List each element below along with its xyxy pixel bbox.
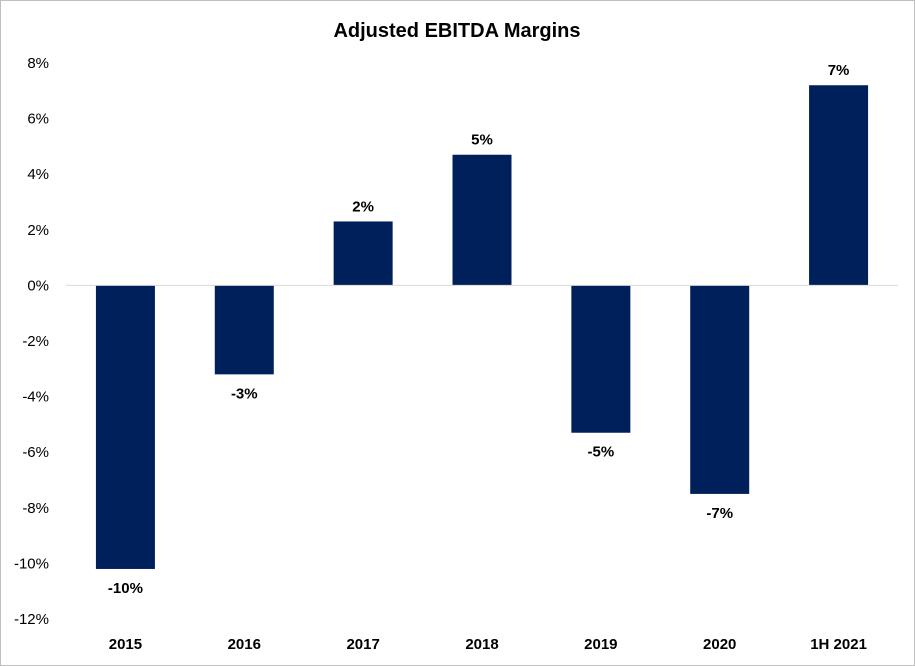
bar	[690, 285, 750, 494]
x-tick-label: 2015	[109, 636, 142, 653]
data-label: -10%	[108, 580, 143, 597]
x-tick-label: 2017	[346, 636, 379, 653]
y-tick-label: -2%	[22, 333, 49, 350]
y-tick-label: 2%	[27, 222, 49, 239]
y-tick-label: -8%	[22, 500, 49, 517]
y-tick-label: 6%	[27, 111, 49, 128]
data-label: 2%	[352, 198, 374, 215]
x-axis-ticks: 2015 2016 2017 2018 2019 2020 1H 2021	[109, 636, 867, 653]
x-tick-label: 2019	[584, 636, 617, 653]
bar	[214, 285, 274, 375]
x-tick-label: 1H 2021	[810, 636, 867, 653]
data-label: -5%	[588, 444, 615, 461]
bar	[95, 285, 155, 569]
bar	[452, 154, 512, 286]
y-tick-label: 4%	[27, 166, 49, 183]
y-tick-label: 8%	[27, 55, 49, 72]
y-tick-label: -10%	[14, 555, 49, 572]
y-axis-ticks: 8% 6% 4% 2% 0% -2% -4% -6% -8% -10% -12%	[14, 55, 49, 628]
y-tick-label: 0%	[27, 277, 49, 294]
x-tick-label: 2018	[465, 636, 498, 653]
x-tick-label: 2020	[703, 636, 736, 653]
bars	[95, 85, 869, 569]
bar	[571, 285, 631, 433]
data-label: 5%	[471, 132, 493, 149]
data-label: -7%	[706, 505, 733, 522]
data-label: -3%	[231, 385, 258, 402]
data-labels: -10% -3% 2% 5% -5% -7% 7%	[108, 62, 850, 597]
chart-title: Adjusted EBITDA Margins	[333, 20, 580, 42]
bar	[809, 85, 869, 286]
y-tick-label: -4%	[22, 389, 49, 406]
x-tick-label: 2016	[228, 636, 261, 653]
bar	[333, 221, 393, 286]
data-label: 7%	[828, 62, 850, 79]
y-tick-label: -6%	[22, 444, 49, 461]
y-tick-label: -12%	[14, 611, 49, 628]
